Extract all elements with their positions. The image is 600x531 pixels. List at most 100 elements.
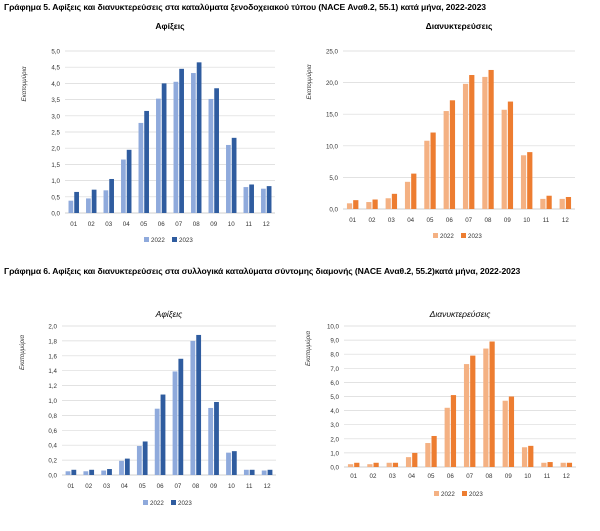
bar-2022-11 (243, 187, 249, 213)
bar-2022-02 (367, 464, 373, 467)
y-tick-label: 1,5 (51, 162, 60, 169)
bar-2023-08 (196, 334, 202, 475)
x-tick-label: 09 (210, 221, 217, 228)
x-tick-label: 04 (123, 221, 130, 228)
y-tick-label: 4,0 (330, 408, 339, 415)
y-tick-label: 3,0 (330, 422, 339, 429)
chart-fig6-arrivals: Αφίξεις 0,0 0,2 0,4 0,6 0,8 1,0 1,2 1,4 1,6 1,8 2,0… (19, 309, 276, 507)
y-tick-label: 1,8 (48, 338, 57, 345)
y-tick-label: 0,0 (51, 211, 60, 218)
bar-2022-07 (172, 371, 178, 475)
chart-title: Διανυκτερεύσεις (426, 21, 493, 31)
x-tick-label: 07 (465, 217, 472, 224)
legend-entry: 2022 (440, 233, 454, 240)
bar-2023-10 (231, 451, 237, 475)
y-tick-label: 7,0 (330, 366, 339, 373)
bar-2023-03 (392, 462, 399, 467)
bar-2022-09 (208, 407, 214, 475)
bar-2023-04 (411, 173, 417, 209)
x-tick-label: 10 (524, 473, 531, 480)
x-tick-label: 10 (523, 217, 530, 224)
legend-entry: 2023 (469, 491, 483, 498)
x-tick-label: 09 (504, 217, 511, 224)
bar-2023-10 (527, 152, 533, 209)
x-tick-label: 10 (228, 483, 235, 490)
bar-2023-07 (179, 68, 184, 213)
bar-2023-05 (431, 435, 437, 467)
legend-entry: 2022 (441, 491, 455, 498)
bar-2022-10 (520, 155, 527, 209)
bar-2022-06 (443, 111, 449, 209)
bar-2023-07 (470, 355, 476, 467)
y-tick-label: 0,0 (48, 473, 57, 480)
y-tick-label: 1,0 (51, 178, 60, 185)
x-tick-label: 02 (369, 217, 376, 224)
y-tick-label: 5,0 (329, 175, 338, 182)
bar-2023-12 (565, 196, 572, 209)
legend-swatch (461, 233, 466, 238)
bar-2022-03 (385, 198, 391, 209)
x-tick-label: 06 (157, 483, 164, 490)
bar-2023-06 (161, 83, 167, 214)
bar-2022-11 (243, 469, 249, 475)
bar-2022-02 (366, 202, 372, 209)
y-tick-label: 4,0 (51, 81, 60, 88)
x-tick-label: 05 (427, 217, 434, 224)
bar-2022-01 (68, 200, 74, 213)
bar-2022-08 (483, 348, 489, 467)
bar-2023-06 (160, 394, 166, 475)
x-tick-label: 05 (140, 221, 147, 228)
y-tick-label: 2,0 (48, 324, 57, 331)
bar-2022-12 (261, 470, 267, 475)
y-tick-label: 1,2 (48, 383, 57, 390)
bar-2022-05 (136, 445, 142, 475)
x-tick-label: 04 (121, 483, 128, 490)
x-tick-label: 12 (563, 473, 570, 480)
chart-fig5-overnights: Διανυκτερεύσεις 0,0 5,0 10,0 15,0 20,0 25,0 Εκα… (306, 21, 575, 240)
y-tick-label: 1,4 (48, 368, 57, 375)
bar-2022-07 (173, 81, 179, 213)
y-tick-label: 9,0 (330, 338, 339, 345)
bar-2022-01 (65, 471, 71, 475)
y-tick-label: 0,8 (48, 413, 57, 420)
y-tick-label: 5,0 (51, 49, 60, 56)
bar-2023-03 (109, 178, 114, 213)
legend-swatch (144, 237, 149, 242)
x-tick-label: 10 (228, 221, 235, 228)
x-tick-label: 12 (562, 217, 569, 224)
bar-2023-12 (266, 186, 272, 213)
x-tick-label: 08 (485, 217, 492, 224)
bar-2022-12 (560, 462, 566, 467)
y-tick-label: 6,0 (330, 380, 339, 387)
bar-2022-11 (540, 198, 546, 209)
bar-2023-09 (214, 88, 219, 213)
x-tick-label: 02 (85, 483, 92, 490)
bar-2022-04 (405, 457, 412, 467)
bar-2022-07 (463, 364, 470, 467)
y-tick-label: 8,0 (330, 352, 339, 359)
bar-2022-09 (502, 400, 508, 467)
x-tick-label: 08 (192, 483, 199, 490)
bar-2022-03 (103, 190, 109, 213)
bar-2022-10 (226, 144, 231, 213)
legend-swatch (462, 491, 467, 496)
x-tick-label: 06 (447, 473, 454, 480)
bar-2023-09 (508, 396, 515, 467)
bar-2023-01 (354, 462, 360, 467)
bar-2022-03 (386, 462, 392, 467)
bar-2022-11 (541, 462, 547, 467)
figure-5-title: Γράφημα 5. Αφίξεις και διανυκτερεύσεις σ… (4, 2, 486, 12)
x-tick-label: 09 (210, 483, 217, 490)
bar-2023-09 (214, 401, 219, 475)
bar-2022-02 (86, 198, 91, 213)
bar-2022-08 (191, 73, 196, 213)
bar-2023-01 (71, 469, 77, 475)
x-tick-label: 01 (70, 221, 77, 228)
bar-2022-06 (156, 98, 161, 213)
chart-panel-fig5-overnights: Διανυκτερεύσεις 0,0 5,0 10,0 15,0 20,0 25,0 Εκα… (300, 14, 600, 244)
bar-2023-08 (489, 341, 495, 467)
y-tick-label: 4,5 (51, 65, 60, 72)
legend-entry: 2022 (150, 500, 164, 507)
bar-2023-11 (249, 184, 254, 213)
bar-2022-01 (346, 203, 353, 209)
